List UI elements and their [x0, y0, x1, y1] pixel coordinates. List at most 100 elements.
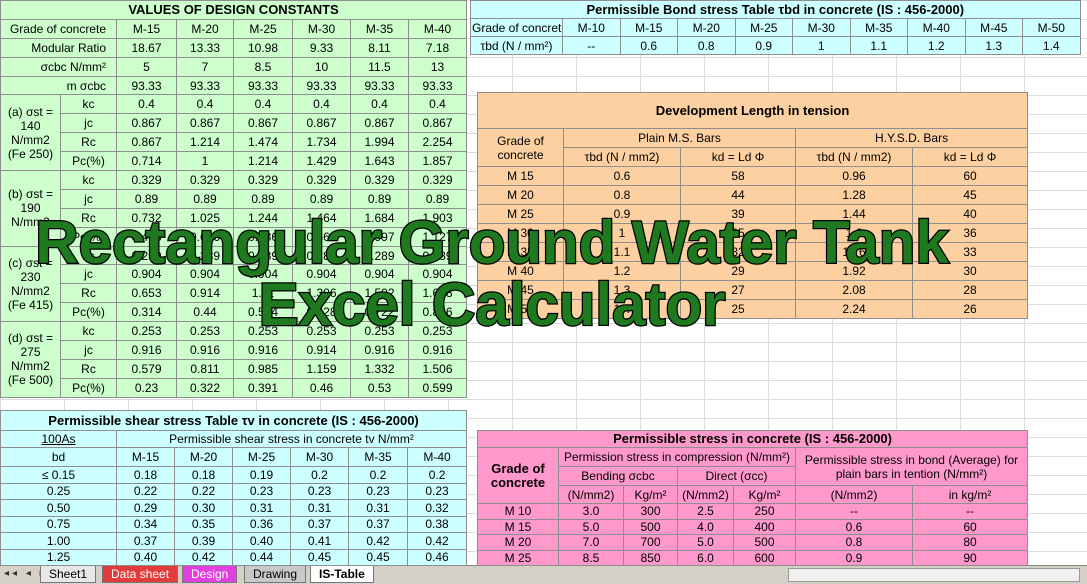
value-cell: 30 [911, 261, 1029, 281]
value-cell: 1.464 [292, 207, 351, 228]
value-cell: 0.42 [174, 548, 233, 566]
value-cell: 0.40 [116, 548, 175, 566]
value-cell: 1.127 [407, 226, 468, 247]
row-label: ≤ 0.15 [0, 466, 117, 484]
column-header: M-30 [290, 447, 349, 467]
value-cell: 0.289 [350, 245, 409, 266]
value-cell: 1 [176, 151, 234, 172]
value-cell: 0.9 [795, 549, 913, 566]
value-cell: 0.433 [116, 226, 177, 247]
value-cell: 0.9 [734, 36, 793, 55]
value-cell: 5 [116, 56, 177, 77]
value-cell: 0.867 [292, 113, 351, 134]
value-cell: 0.289 [233, 245, 293, 266]
value-cell: 0.606 [176, 226, 234, 247]
cell-line: 275 [20, 345, 41, 360]
value-cell: 0.46 [292, 377, 351, 398]
value-cell: 1.44 [795, 204, 913, 224]
column-header: M-10 [562, 18, 621, 37]
sheet-tab[interactable]: Design [182, 566, 238, 583]
sheet-tab[interactable]: Sheet1 [40, 566, 97, 583]
column-header: (N/mm2) [677, 485, 734, 504]
cell-line: 230 [20, 269, 41, 284]
cell-line: (Fe 500) [7, 373, 54, 388]
value-cell: 0.867 [233, 113, 293, 134]
row-label: τbd (N / mm²) [470, 36, 563, 55]
column-header: M-15 [619, 18, 678, 37]
column-header: M-25 [232, 447, 291, 467]
value-cell: 0.391 [233, 377, 293, 398]
value-cell: 0.329 [407, 170, 468, 190]
sheet-tab[interactable]: Drawing [244, 566, 307, 583]
row-label: Grade of concrete [470, 18, 563, 37]
value-cell: -- [795, 503, 913, 520]
value-cell: 0.30 [174, 499, 233, 517]
row-label: Pc(%) [60, 302, 117, 323]
cell-line: N/mm2 [11, 215, 50, 230]
value-cell: 850 [623, 549, 678, 566]
value-cell: 0.816 [407, 302, 468, 323]
cell-line: (d) σst = [7, 331, 54, 346]
design-constants-table: VALUES OF DESIGN CONSTANTS Grade of concr… [0, 0, 468, 398]
value-cell: 0.253 [233, 321, 293, 342]
value-cell: 1.11 [233, 283, 293, 304]
cell-line: N/mm2 [11, 283, 50, 298]
row-label: Pc(%) [60, 377, 117, 398]
column-header: M-35 [849, 18, 908, 37]
value-cell: 29 [680, 261, 796, 281]
value-cell: 7.18 [407, 37, 468, 58]
group-label: (d) σst = 275 N/mm2 (Fe 500) [0, 321, 61, 398]
value-cell: 0.39 [174, 532, 233, 550]
column-header: M-25 [734, 18, 793, 37]
row-label: 1.00 [0, 532, 117, 550]
value-cell: 1.244 [233, 207, 293, 228]
value-cell: 45 [911, 185, 1029, 205]
value-cell: 0.914 [176, 283, 234, 304]
column-header: Permission stress in compression (N/mm²) [558, 447, 796, 467]
column-header: Permissible shear stress in concrete tv … [115, 430, 468, 448]
row-label: kc [60, 321, 117, 342]
value-cell: 0.4 [233, 94, 293, 115]
value-cell: 700 [623, 534, 678, 551]
value-cell: 1.684 [350, 207, 409, 228]
permissible-stress-table: Permissible stress in concrete (IS : 456… [476, 430, 1029, 566]
row-label: 100As [0, 430, 117, 448]
row-label: Rc [60, 132, 117, 153]
value-cell: 0.904 [233, 264, 293, 285]
value-cell: 1 [563, 223, 681, 243]
h-scrollbar[interactable] [788, 568, 1080, 582]
row-label: Rc [60, 358, 117, 379]
value-cell: 0.722 [350, 302, 409, 323]
value-cell: 0.22 [174, 482, 233, 500]
value-cell: 0.96 [795, 166, 913, 186]
cell-line: N/mm2 [11, 132, 50, 147]
value-cell: 2.24 [795, 299, 913, 319]
row-label: M 30 [477, 223, 564, 243]
value-cell: 0.736 [233, 226, 293, 247]
tab-nav[interactable]: ◂◂ ◂ ▸ ▸▸ [4, 568, 70, 579]
value-cell: 93.33 [407, 75, 468, 96]
sheet-tab[interactable]: Data sheet [102, 566, 179, 583]
value-cell: 7 [176, 56, 234, 77]
value-cell: 0.916 [233, 340, 293, 360]
value-cell: 0.31 [290, 499, 349, 517]
value-cell: 40 [911, 204, 1029, 224]
value-cell: 0.18 [174, 466, 233, 484]
value-cell: 60 [911, 166, 1029, 186]
value-cell: 0.89 [350, 188, 409, 209]
sheet-tab[interactable]: IS-Table [310, 566, 374, 583]
column-header: M-40 [907, 18, 966, 37]
row-label: Pc(%) [60, 151, 117, 172]
column-header: M-15 [116, 18, 177, 39]
value-cell: 0.8 [677, 36, 736, 55]
value-cell: 36 [911, 223, 1029, 243]
value-cell: 1.643 [350, 151, 409, 172]
cell-line: (a) σst = [7, 104, 54, 119]
value-cell: 600 [733, 549, 796, 566]
value-cell: 0.329 [176, 170, 234, 190]
table-title: VALUES OF DESIGN CONSTANTS [0, 0, 468, 20]
row-label: σcbc N/mm² [0, 56, 117, 77]
value-cell: 0.6 [619, 36, 678, 55]
value-cell: 0.628 [292, 302, 351, 323]
value-cell: 26 [911, 299, 1029, 319]
